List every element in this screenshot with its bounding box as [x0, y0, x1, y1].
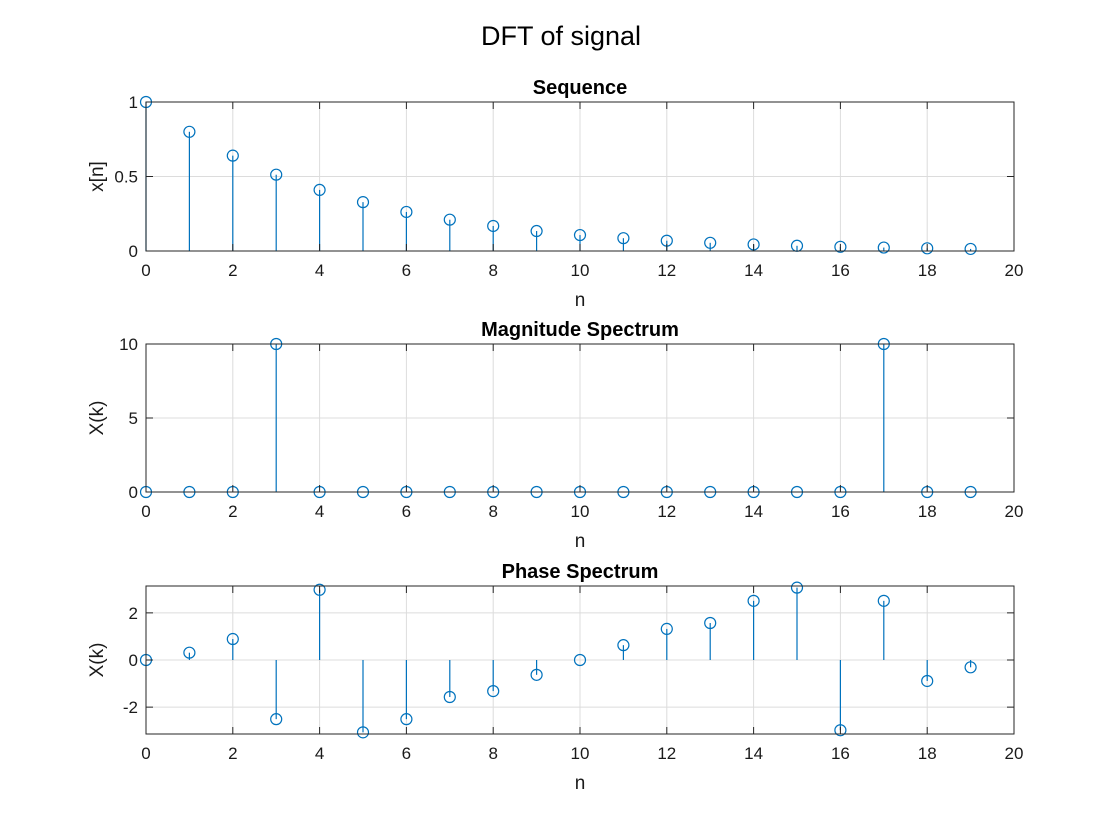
x-tick-label: 2 [228, 261, 237, 280]
x-tick-label: 18 [918, 744, 937, 763]
stem-marker [704, 236, 717, 249]
stem-marker [660, 622, 673, 635]
x-tick-label: 10 [571, 744, 590, 763]
x-tick-label: 16 [831, 261, 850, 280]
stem-marker [183, 646, 196, 659]
subplot-title: Phase Spectrum [502, 561, 659, 583]
figure-title: DFT of signal [481, 21, 641, 51]
x-tick-label: 16 [831, 502, 850, 521]
stem-marker [921, 674, 934, 688]
y-tick-label: 0.5 [114, 168, 138, 187]
y-tick-label: 0 [129, 242, 138, 261]
stem-marker [313, 583, 326, 596]
stem-marker [877, 594, 890, 607]
x-tick-label: 8 [488, 502, 497, 521]
stem-marker [226, 632, 239, 646]
x-tick-label: 4 [315, 744, 324, 763]
stem-marker [356, 196, 370, 209]
x-tick-label: 16 [831, 744, 850, 763]
x-axis-label: n [575, 773, 586, 794]
subplot-2: 0 2 4 6 8 10 12 14 16 18 20 0 5 10 Magnitude Spectrum n… [87, 319, 1023, 552]
x-tick-label: 12 [657, 502, 676, 521]
stem-marker [877, 241, 890, 254]
stem-marker [617, 232, 630, 245]
stem-marker [530, 224, 543, 238]
x-tick-label: 12 [657, 744, 676, 763]
subplot-title: Magnitude Spectrum [481, 319, 679, 341]
x-tick-label: 4 [315, 502, 324, 521]
y-tick-label: 0 [129, 483, 138, 502]
stem-marker [313, 183, 326, 197]
stem-marker [487, 685, 500, 698]
x-tick-label: 4 [315, 261, 324, 280]
x-tick-label: 20 [1005, 744, 1024, 763]
stem-marker [573, 228, 587, 242]
stem-marker [530, 668, 543, 681]
stem-marker [790, 581, 804, 594]
subplot-title: Sequence [533, 77, 627, 99]
stem-marker [487, 219, 500, 233]
x-tick-label: 6 [402, 261, 411, 280]
stem-marker [400, 713, 413, 726]
x-tick-label: 2 [228, 744, 237, 763]
x-tick-label: 12 [657, 261, 676, 280]
x-tick-label: 2 [228, 502, 237, 521]
stem-marker [573, 653, 587, 667]
stem-marker [964, 661, 977, 674]
stem-marker [747, 594, 760, 607]
y-tick-label: 2 [129, 604, 138, 623]
x-tick-label: 10 [571, 261, 590, 280]
stem-marker [183, 125, 196, 138]
y-axis-label: X(k) [87, 401, 108, 436]
x-tick-label: 6 [402, 744, 411, 763]
x-tick-label: 6 [402, 502, 411, 521]
y-tick-label: -2 [123, 698, 138, 717]
x-tick-label: 20 [1005, 261, 1024, 280]
y-axis-label: X(k) [87, 643, 108, 678]
x-tick-label: 14 [744, 744, 763, 763]
x-tick-label: 10 [571, 502, 590, 521]
x-tick-label: 18 [918, 502, 937, 521]
x-axis-label: n [575, 531, 586, 552]
x-tick-label: 14 [744, 261, 763, 280]
subplot-1: 0 2 4 6 8 10 12 14 16 18 20 0 0.5 1 Sequence n x[n] [87, 77, 1023, 311]
stem-marker [834, 240, 847, 253]
stem-marker [443, 213, 456, 226]
x-tick-label: 8 [488, 744, 497, 763]
x-tick-label: 0 [141, 744, 150, 763]
stem-marker [617, 639, 630, 652]
stem-marker [964, 242, 977, 256]
y-tick-label: 5 [129, 409, 138, 428]
stem-marker [270, 168, 283, 181]
subplot-3: 0 2 4 6 8 10 12 14 16 18 20 -2 0 2 Phase Spectrum n X(k) [87, 561, 1023, 794]
stem-marker [834, 724, 847, 737]
stem-marker [270, 713, 283, 726]
x-tick-label: 8 [488, 261, 497, 280]
stem-marker [356, 726, 370, 739]
x-tick-label: 20 [1005, 502, 1024, 521]
x-tick-label: 0 [141, 502, 150, 521]
x-tick-label: 0 [141, 261, 150, 280]
stem-marker [226, 149, 239, 162]
y-axis-label: x[n] [87, 161, 108, 192]
x-axis-label: n [575, 290, 586, 311]
y-tick-label: 1 [129, 93, 138, 112]
stem-marker [704, 616, 717, 630]
y-tick-label: 10 [119, 335, 138, 354]
stem-marker [400, 205, 413, 219]
y-tick-label: 0 [129, 651, 138, 670]
stem-marker [921, 242, 934, 255]
stem-marker [443, 690, 456, 704]
x-tick-label: 18 [918, 261, 937, 280]
x-tick-label: 14 [744, 502, 763, 521]
